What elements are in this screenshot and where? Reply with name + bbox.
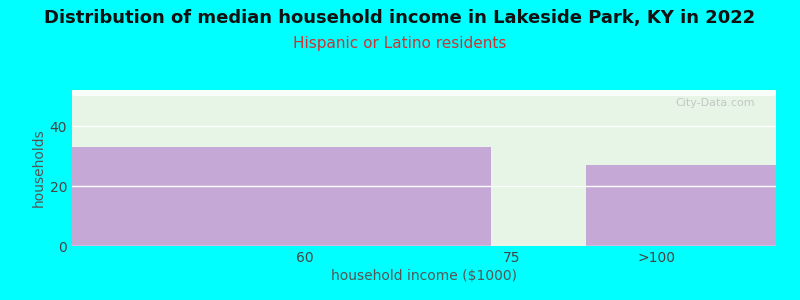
Bar (586, 165, 776, 246)
Y-axis label: households: households (31, 129, 46, 207)
Text: City-Data.com: City-Data.com (675, 98, 755, 108)
Bar (72, 147, 491, 246)
Text: Distribution of median household income in Lakeside Park, KY in 2022: Distribution of median household income … (44, 9, 756, 27)
X-axis label: household income ($1000): household income ($1000) (331, 269, 517, 283)
Text: Hispanic or Latino residents: Hispanic or Latino residents (294, 36, 506, 51)
